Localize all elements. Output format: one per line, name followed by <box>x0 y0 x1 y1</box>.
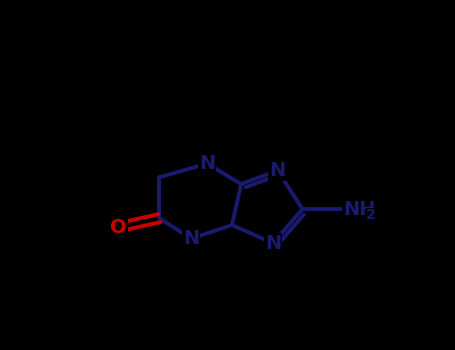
Text: N: N <box>199 154 215 173</box>
Text: N: N <box>269 161 286 180</box>
Text: N: N <box>183 229 199 248</box>
Text: O: O <box>110 218 127 237</box>
Text: 2: 2 <box>366 209 376 223</box>
Text: N: N <box>265 234 281 253</box>
Text: NH: NH <box>344 199 376 219</box>
